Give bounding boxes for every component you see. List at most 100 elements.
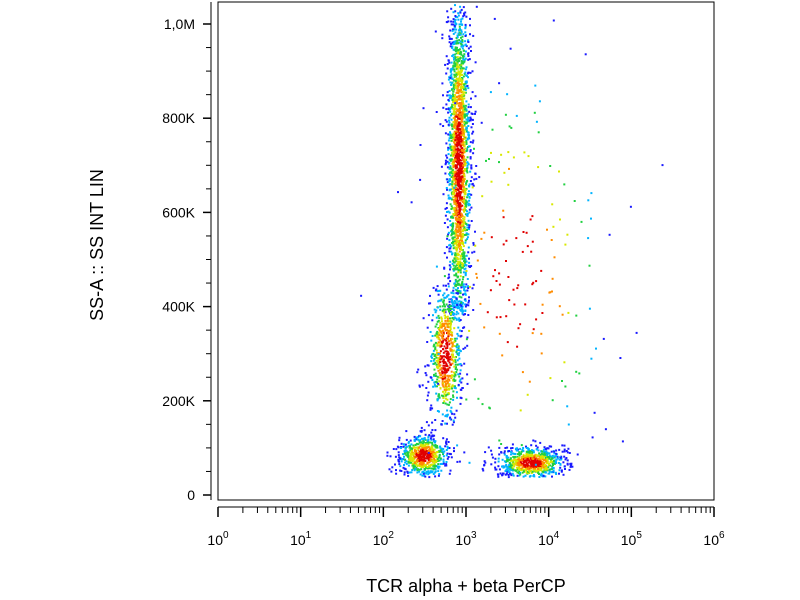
data-point <box>457 18 460 21</box>
data-point <box>454 144 457 147</box>
data-point <box>506 465 509 468</box>
data-point <box>451 113 453 116</box>
data-point <box>462 225 465 228</box>
data-point <box>441 383 444 386</box>
data-point <box>446 178 449 181</box>
data-point <box>565 457 568 459</box>
data-point <box>452 53 455 56</box>
data-point <box>454 94 457 96</box>
data-point <box>453 201 456 204</box>
data-point <box>463 59 466 61</box>
data-point <box>546 452 549 455</box>
data-point <box>563 444 566 447</box>
data-point <box>444 350 447 353</box>
data-point <box>452 269 455 272</box>
data-point <box>506 341 509 344</box>
data-point <box>445 441 447 444</box>
data-point <box>458 295 461 298</box>
data-point <box>429 331 432 333</box>
data-point <box>576 453 579 456</box>
data-point <box>548 456 551 459</box>
data-point <box>451 412 454 415</box>
data-point <box>445 463 448 466</box>
data-point <box>544 453 547 456</box>
data-point <box>453 236 456 239</box>
data-point <box>452 360 455 363</box>
data-point <box>460 107 463 110</box>
data-point <box>439 344 442 347</box>
data-point <box>459 5 462 8</box>
data-point <box>430 355 433 358</box>
data-point <box>464 267 467 270</box>
data-point <box>452 110 455 113</box>
data-point <box>529 460 532 463</box>
data-point <box>452 222 454 225</box>
data-point <box>459 275 462 278</box>
data-point <box>445 443 448 446</box>
data-point <box>447 441 450 443</box>
data-point <box>451 107 454 110</box>
data-point <box>450 82 453 85</box>
data-point <box>461 23 464 26</box>
data-point <box>466 171 469 174</box>
data-point <box>453 186 456 189</box>
data-point <box>437 337 440 340</box>
data-point <box>461 239 463 242</box>
data-point <box>470 50 472 52</box>
data-point <box>548 468 551 471</box>
data-point <box>507 456 510 459</box>
data-point <box>455 136 458 139</box>
data-point <box>453 145 456 148</box>
data-point <box>460 113 462 116</box>
data-point <box>416 471 419 474</box>
data-point <box>451 174 454 177</box>
data-point <box>532 439 535 442</box>
data-point <box>550 239 553 241</box>
data-point <box>540 469 543 472</box>
data-point <box>542 453 545 456</box>
data-point <box>446 235 449 238</box>
data-point <box>466 344 469 347</box>
data-point <box>445 21 448 23</box>
data-point <box>423 446 426 449</box>
data-point <box>500 451 503 454</box>
data-point <box>563 183 566 186</box>
data-point <box>407 440 410 443</box>
data-point <box>453 182 456 185</box>
data-point <box>461 47 464 50</box>
data-point <box>461 200 464 203</box>
data-point <box>507 276 510 278</box>
data-point <box>504 113 507 116</box>
data-point <box>455 317 458 320</box>
data-point <box>445 454 448 457</box>
data-point <box>404 447 407 450</box>
data-point <box>448 174 451 177</box>
data-point <box>450 250 453 253</box>
data-point <box>465 80 468 83</box>
data-point <box>556 455 559 458</box>
data-point <box>446 393 449 396</box>
data-point <box>438 364 441 367</box>
data-point <box>465 169 468 172</box>
data-point <box>442 339 445 342</box>
data-point <box>460 388 463 391</box>
data-point <box>435 316 438 319</box>
data-point <box>420 448 423 451</box>
data-point <box>433 383 436 386</box>
data-point <box>456 89 459 92</box>
data-point <box>553 459 556 462</box>
data-point <box>458 460 461 463</box>
data-point <box>457 218 459 221</box>
data-point <box>453 327 456 330</box>
data-point <box>558 472 560 475</box>
data-point <box>527 448 530 451</box>
data-point <box>571 465 574 468</box>
data-point <box>463 53 466 56</box>
data-point <box>458 117 461 120</box>
data-point <box>517 468 520 471</box>
data-point <box>448 250 451 253</box>
data-point <box>452 196 455 199</box>
data-point <box>452 11 455 14</box>
data-point <box>456 145 459 148</box>
data-point <box>467 47 470 50</box>
